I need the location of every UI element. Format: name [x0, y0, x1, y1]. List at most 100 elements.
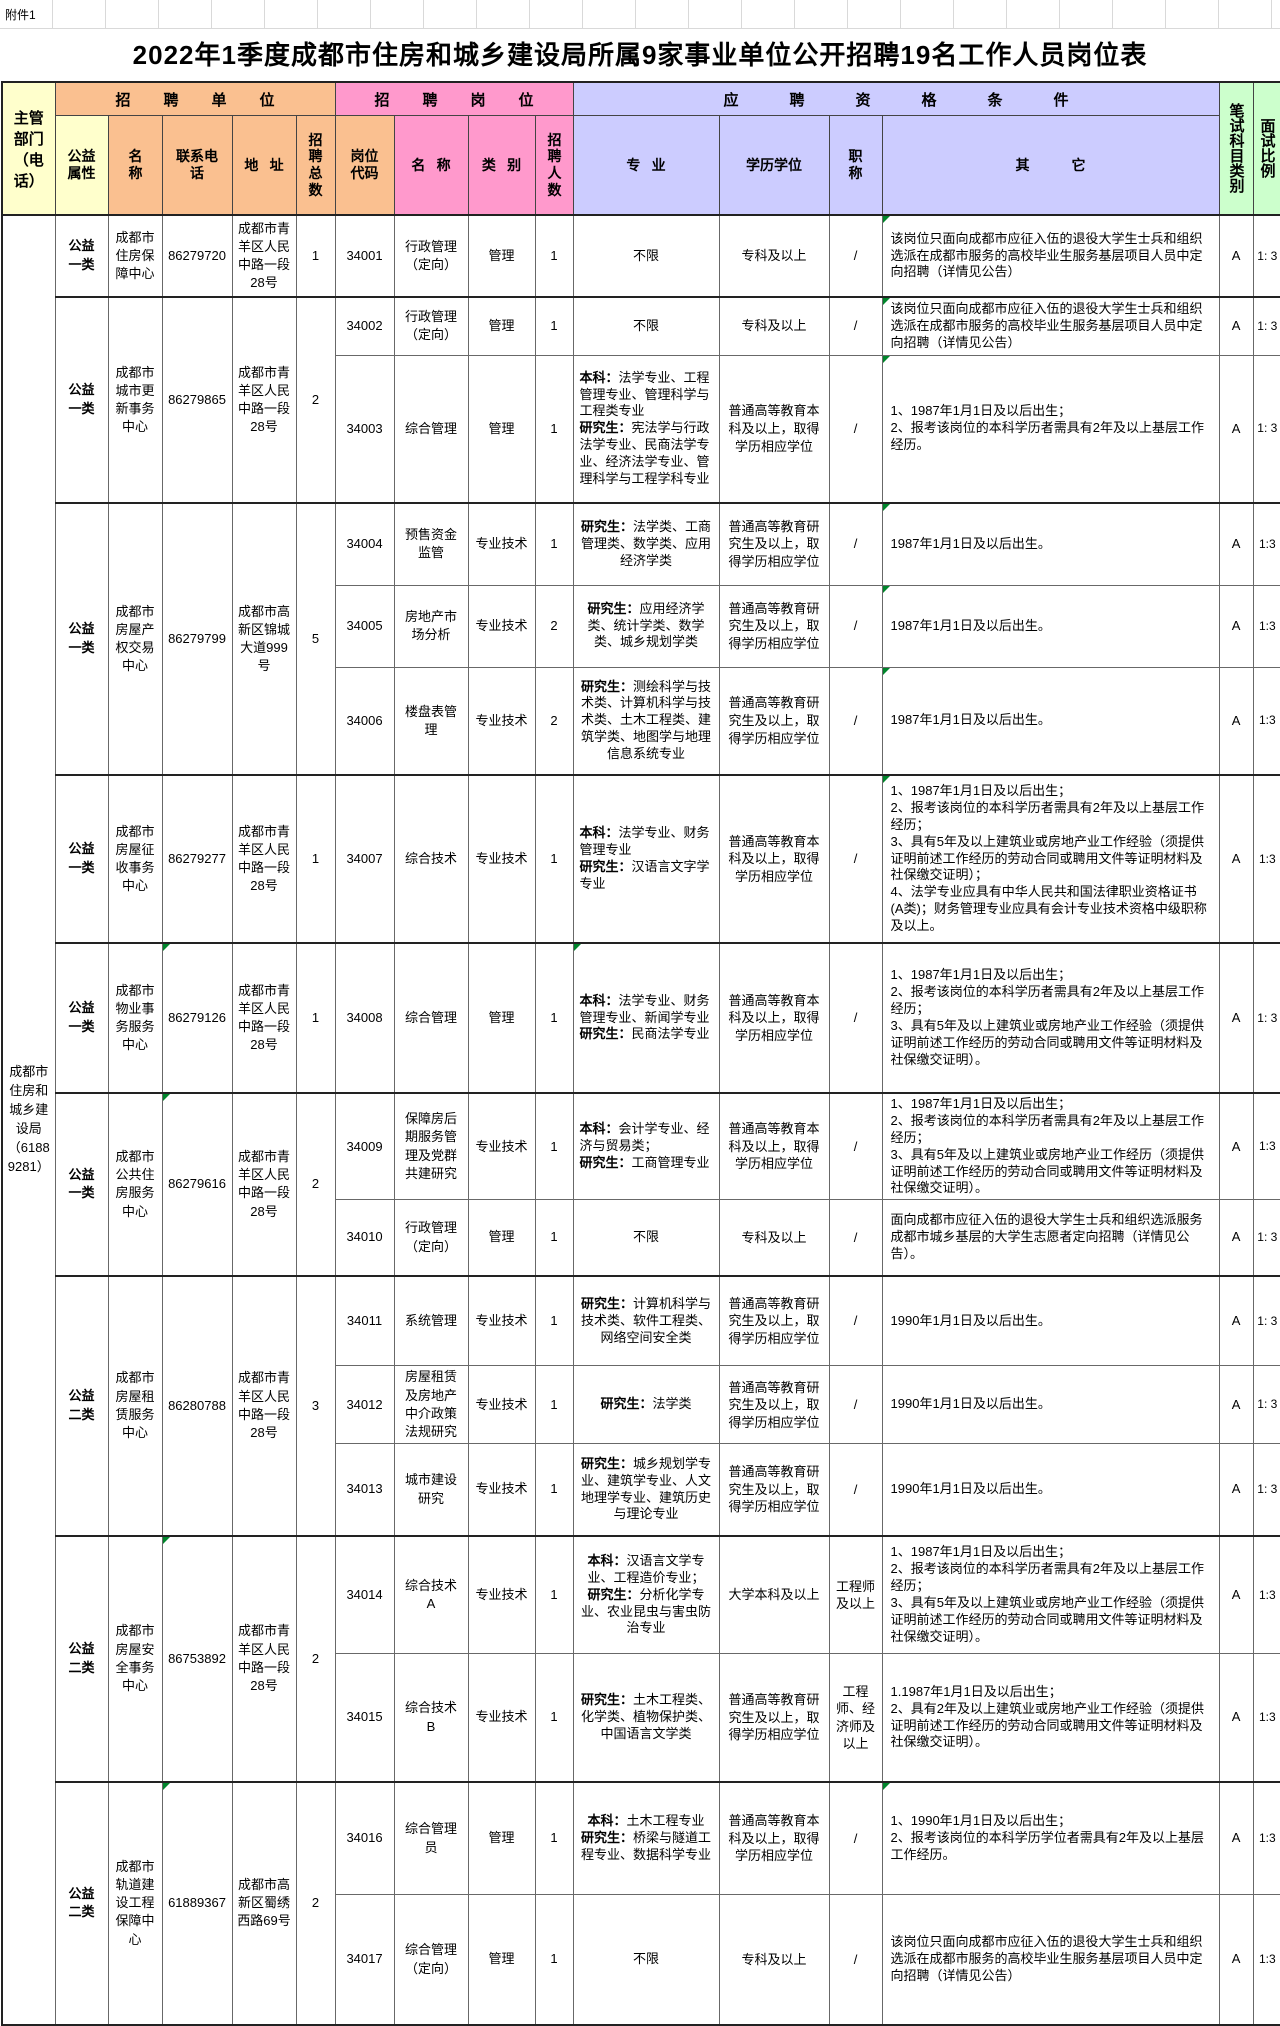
category-cell: 专业技术 — [467, 584, 536, 668]
welfare-cell: 公益一类 — [54, 502, 109, 776]
exam-category-cell: A — [1218, 942, 1254, 1094]
welfare-cell: 公益二类 — [54, 1534, 109, 1783]
headcount-cell: 1 — [534, 1443, 574, 1537]
post-name-cell: 预售资金监管 — [393, 502, 469, 586]
category-cell: 专业技术 — [467, 1443, 536, 1537]
category-cell: 管理 — [467, 214, 536, 298]
other-requirements-cell: 1990年1月1日及以后出生。 — [881, 1274, 1220, 1367]
interview-ratio-cell: 1: 3 — [1252, 296, 1280, 356]
post-name-cell: 行政管理（定向） — [393, 1199, 469, 1277]
post-code-cell: 34016 — [334, 1780, 395, 1896]
title-req-cell: / — [828, 1894, 883, 2026]
address-cell: 成都市高新区锦城大道999号 — [231, 502, 297, 776]
post-code-cell: 34017 — [334, 1894, 395, 2026]
degree-cell: 普通高等教育研究生及以上，取得学历相应学位 — [718, 1443, 830, 1537]
post-name-cell: 综合管理（定向） — [393, 1894, 469, 2026]
exam-category-cell: A — [1218, 502, 1254, 586]
major-cell: 不限 — [572, 214, 720, 298]
major-cell: 研究生：测绘科学与技术类、计算机科学与技术类、土木工程类、建筑学类、地图学与地理… — [572, 666, 720, 776]
exam-category-cell: A — [1218, 584, 1254, 668]
exam-category-cell: A — [1218, 1443, 1254, 1537]
headcount-cell: 1 — [534, 774, 574, 944]
text-format-note-icon — [883, 668, 890, 675]
title-req-cell: / — [828, 214, 883, 298]
headcount-cell: 1 — [534, 1092, 574, 1201]
total-count-cell: 2 — [295, 296, 336, 504]
exam-category-cell: A — [1218, 1365, 1254, 1445]
text-format-note-icon — [883, 299, 890, 305]
interview-ratio-cell: 1:3 — [1252, 502, 1280, 586]
headcount-cell: 2 — [534, 666, 574, 776]
attachment-label: 附件1 — [5, 8, 36, 22]
table-row: 公益一类 成都市公共住房服务中心 86279616 成都市青羊区人民中路一段28号 2 3… — [2, 1092, 1280, 1277]
header-post-name: 名称 — [393, 115, 469, 216]
text-format-note-icon — [883, 1783, 890, 1790]
title-req-cell: / — [828, 502, 883, 586]
top-grid-row: 附件1 — [0, 0, 1280, 29]
headcount-cell: 1 — [534, 1365, 574, 1445]
other-requirements-cell: 1、1987年1月1日及以后出生； 2、报考该岗位的本科学历者需具有2年及以上基… — [881, 1092, 1220, 1201]
category-cell: 管理 — [467, 1894, 536, 2026]
header-group-unit: 招聘单位 — [54, 81, 336, 116]
degree-cell: 普通高等教育研究生及以上，取得学历相应学位 — [718, 1365, 830, 1445]
major-cell: 本科：会计学专业、经济与贸易类； 研究生：工商管理专业 — [572, 1092, 720, 1201]
welfare-cell: 公益一类 — [54, 1092, 109, 1277]
post-name-cell: 城市建设研究 — [393, 1443, 469, 1537]
exam-category-cell: A — [1218, 666, 1254, 776]
phone-cell: 86280788 — [161, 1274, 233, 1537]
table-row: 成都市住房和城乡建设局（61889281） 公益一类 成都市住房保障中心 862797… — [1, 214, 1280, 2026]
total-count-cell: 3 — [295, 1274, 336, 1537]
address-cell: 成都市青羊区人民中路一段28号 — [231, 774, 297, 944]
major-cell: 不限 — [572, 1199, 720, 1277]
address-cell: 成都市青羊区人民中路一段28号 — [231, 296, 297, 504]
table-row: 34013 城市建设研究 专业技术 1 研究生：城乡规划学专业、建筑学专业、人文地理学专… — [2, 1443, 1280, 1537]
interview-ratio-cell: 1: 3 — [1252, 214, 1280, 298]
post-code-cell: 34010 — [334, 1199, 395, 1277]
text-format-note-icon — [883, 356, 890, 363]
header-welfare-type: 公益属性 — [54, 115, 109, 216]
table-row: 公益一类 成都市物业事务服务中心 86279126 成都市青羊区人民中路一段28号 1 3… — [2, 942, 1280, 1094]
headcount-cell: 1 — [534, 1199, 574, 1277]
category-cell: 专业技术 — [467, 1274, 536, 1367]
post-name-cell: 综合技术A — [393, 1534, 469, 1655]
total-count-cell: 1 — [295, 214, 336, 298]
welfare-cell: 公益二类 — [54, 1274, 109, 1537]
exam-category-cell: A — [1218, 1199, 1254, 1277]
address-cell: 成都市青羊区人民中路一段28号 — [231, 214, 297, 298]
title-req-cell: / — [828, 354, 883, 504]
degree-cell: 普通高等教育研究生及以上，取得学历相应学位 — [718, 666, 830, 776]
unit-name-cell: 成都市房屋产权交易中心 — [107, 502, 163, 776]
degree-cell: 普通高等教育本科及以上，取得学历相应学位 — [718, 1092, 830, 1201]
unit-name-cell: 成都市物业事务服务中心 — [107, 942, 163, 1094]
phone-cell: 86279799 — [161, 502, 233, 776]
total-count-cell: 1 — [295, 942, 336, 1094]
degree-cell: 专科及以上 — [718, 296, 830, 356]
header-group-qualification: 应聘资格条件 — [572, 81, 1220, 116]
exam-category-cell: A — [1218, 1653, 1254, 1783]
title-req-cell: / — [828, 1365, 883, 1445]
total-count-cell: 2 — [295, 1092, 336, 1277]
post-code-cell: 34002 — [334, 296, 395, 356]
interview-ratio-cell: 1:3 — [1252, 1894, 1280, 2026]
job-positions-table: 主管部门（电话） 招聘单位 招聘岗位 应聘资格条件 笔试科目类别 面试比例 公益… — [1, 81, 1280, 2026]
address-cell: 成都市青羊区人民中路一段28号 — [231, 1274, 297, 1537]
category-cell: 管理 — [467, 296, 536, 356]
unit-name-cell: 成都市公共住房服务中心 — [107, 1092, 163, 1277]
title-req-cell: / — [828, 1780, 883, 1896]
degree-cell: 普通高等教育本科及以上，取得学历相应学位 — [718, 774, 830, 944]
degree-cell: 专科及以上 — [718, 1199, 830, 1277]
phone-cell: 86279616 — [161, 1092, 233, 1277]
other-requirements-cell: 1990年1月1日及以后出生。 — [881, 1365, 1220, 1445]
exam-category-cell: A — [1218, 296, 1254, 356]
post-name-cell: 系统管理 — [393, 1274, 469, 1367]
unit-name-cell: 成都市房屋征收事务中心 — [107, 774, 163, 944]
total-count-cell: 1 — [295, 774, 336, 944]
major-cell: 不限 — [572, 1894, 720, 2026]
exam-category-cell: A — [1218, 214, 1254, 298]
major-cell: 研究生：计算机科学与技术类、软件工程类、网络空间安全类 — [572, 1274, 720, 1367]
headcount-cell: 1 — [534, 1894, 574, 2026]
other-requirements-cell: 1987年1月1日及以后出生。 — [881, 502, 1220, 586]
welfare-cell: 公益一类 — [54, 774, 109, 944]
header-degree: 学历学位 — [718, 115, 830, 216]
header-category: 类别 — [467, 115, 536, 216]
